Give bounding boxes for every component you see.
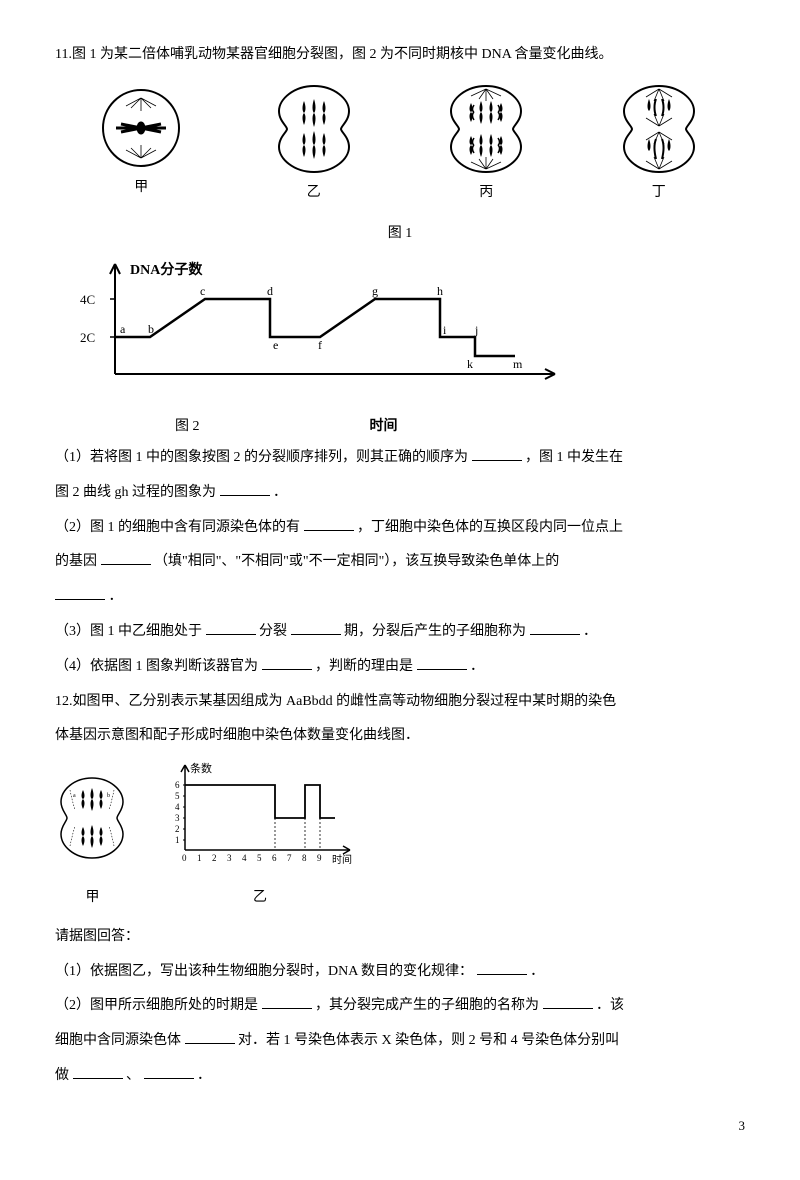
q12-intro2: 体基因示意图和配子形成时细胞中染色体数量变化曲线图． bbox=[55, 721, 745, 752]
q12-sub2f: 做 、 ． bbox=[55, 1061, 745, 1092]
svg-text:a: a bbox=[73, 793, 76, 799]
time-label: 时间 bbox=[370, 412, 398, 443]
q11-sub2c: 的基因 （填"相同"、"不相同"或"不一定相同"），该互换导致染色单体上的 bbox=[55, 547, 745, 578]
svg-text:a: a bbox=[120, 322, 126, 336]
q12-figures: a b 甲 条数 时间 6 5 4 3 2 1 0 1 2 3 4 5 6 7 … bbox=[55, 760, 745, 914]
svg-text:5: 5 bbox=[175, 791, 180, 801]
cell-jia: 甲 bbox=[96, 86, 186, 204]
q12-fig-a-label: 甲 bbox=[55, 883, 130, 914]
cell-label-yi: 乙 bbox=[269, 178, 359, 209]
q11-sub4: （4）依据图 1 图象判断该器官为 ，判断的理由是 ． bbox=[55, 652, 745, 683]
q11-sub1: （1）若将图 1 中的图象按图 2 的分裂顺序排列，则其正确的顺序为 ，图 1 … bbox=[55, 443, 745, 474]
q12-sub2: （2）图甲所示细胞所处的时期是 ，其分裂完成产生的子细胞的名称为 ．该 bbox=[55, 991, 745, 1022]
svg-text:3: 3 bbox=[175, 813, 180, 823]
svg-text:1: 1 bbox=[197, 853, 202, 863]
page-number: 3 bbox=[55, 1112, 745, 1141]
cell-ding: 丁 bbox=[614, 81, 704, 209]
svg-text:时间: 时间 bbox=[332, 853, 352, 866]
q12-sub1: （1）依据图乙，写出该种生物细胞分裂时，DNA 数目的变化规律： ． bbox=[55, 957, 745, 988]
q12-prompt: 请据图回答： bbox=[55, 922, 745, 953]
svg-text:8: 8 bbox=[302, 853, 307, 863]
svg-text:0: 0 bbox=[182, 853, 187, 863]
q12-intro: 12.如图甲、乙分别表示某基因组成为 AaBbdd 的雌性高等动物细胞分裂过程中… bbox=[55, 687, 745, 718]
q12-fig-jia: a b 甲 bbox=[55, 775, 130, 914]
svg-text:7: 7 bbox=[287, 853, 292, 863]
q11-sub3: （3）图 1 中乙细胞处于 分裂 期，分裂后产生的子细胞称为 ． bbox=[55, 617, 745, 648]
cell-diagrams-fig1: 甲 乙 bbox=[55, 81, 745, 209]
svg-text:4: 4 bbox=[242, 853, 247, 863]
svg-text:DNA分子数: DNA分子数 bbox=[130, 261, 203, 278]
svg-text:3: 3 bbox=[227, 853, 232, 863]
svg-text:条数: 条数 bbox=[190, 761, 212, 775]
svg-text:1: 1 bbox=[175, 835, 180, 845]
fig2-label: 图 2 bbox=[175, 412, 200, 443]
svg-text:6: 6 bbox=[272, 853, 277, 863]
svg-text:2C: 2C bbox=[80, 330, 95, 345]
fig1-label: 图 1 bbox=[55, 219, 745, 250]
q12-fig-yi: 条数 时间 6 5 4 3 2 1 0 1 2 3 4 5 6 7 8 9 乙 bbox=[160, 760, 360, 914]
svg-text:5: 5 bbox=[257, 853, 262, 863]
q12-fig-b-label: 乙 bbox=[160, 883, 360, 914]
q11-sub1c: 图 2 曲线 gh 过程的图象为 ． bbox=[55, 478, 745, 509]
svg-text:e: e bbox=[273, 338, 278, 352]
cell-label-ding: 丁 bbox=[614, 178, 704, 209]
q11-intro: 11.图 1 为某二倍体哺乳动物某器官细胞分裂图，图 2 为不同时期核中 DNA… bbox=[55, 40, 745, 71]
svg-text:d: d bbox=[267, 284, 273, 298]
svg-text:c: c bbox=[200, 284, 205, 298]
cell-label-bing: 丙 bbox=[441, 178, 531, 209]
svg-text:9: 9 bbox=[317, 853, 322, 863]
svg-text:2: 2 bbox=[212, 853, 217, 863]
cell-label-jia: 甲 bbox=[96, 173, 186, 204]
svg-text:i: i bbox=[443, 323, 447, 337]
svg-text:j: j bbox=[474, 323, 478, 337]
svg-text:g: g bbox=[372, 284, 378, 298]
svg-text:2: 2 bbox=[175, 824, 180, 834]
cell-bing: 丙 bbox=[441, 81, 531, 209]
q12-sub2d: 细胞中含同源染色体 对．若 1 号染色体表示 X 染色体，则 2 号和 4 号染… bbox=[55, 1026, 745, 1057]
svg-text:b: b bbox=[107, 793, 110, 799]
svg-text:k: k bbox=[467, 357, 473, 371]
svg-text:4: 4 bbox=[175, 802, 180, 812]
dna-graph: DNA分子数 4C 2C a b c d e f g h i j k m bbox=[55, 254, 745, 407]
svg-text:6: 6 bbox=[175, 780, 180, 790]
q11-sub2e: ． bbox=[55, 582, 745, 613]
svg-text:4C: 4C bbox=[80, 292, 95, 307]
cell-yi: 乙 bbox=[269, 81, 359, 209]
q11-sub2: （2）图 1 的细胞中含有同源染色体的有 ，丁细胞中染色体的互换区段内同一位点上 bbox=[55, 513, 745, 544]
svg-text:m: m bbox=[513, 357, 523, 371]
svg-text:f: f bbox=[318, 338, 322, 352]
svg-text:b: b bbox=[148, 322, 154, 336]
svg-text:h: h bbox=[437, 284, 443, 298]
